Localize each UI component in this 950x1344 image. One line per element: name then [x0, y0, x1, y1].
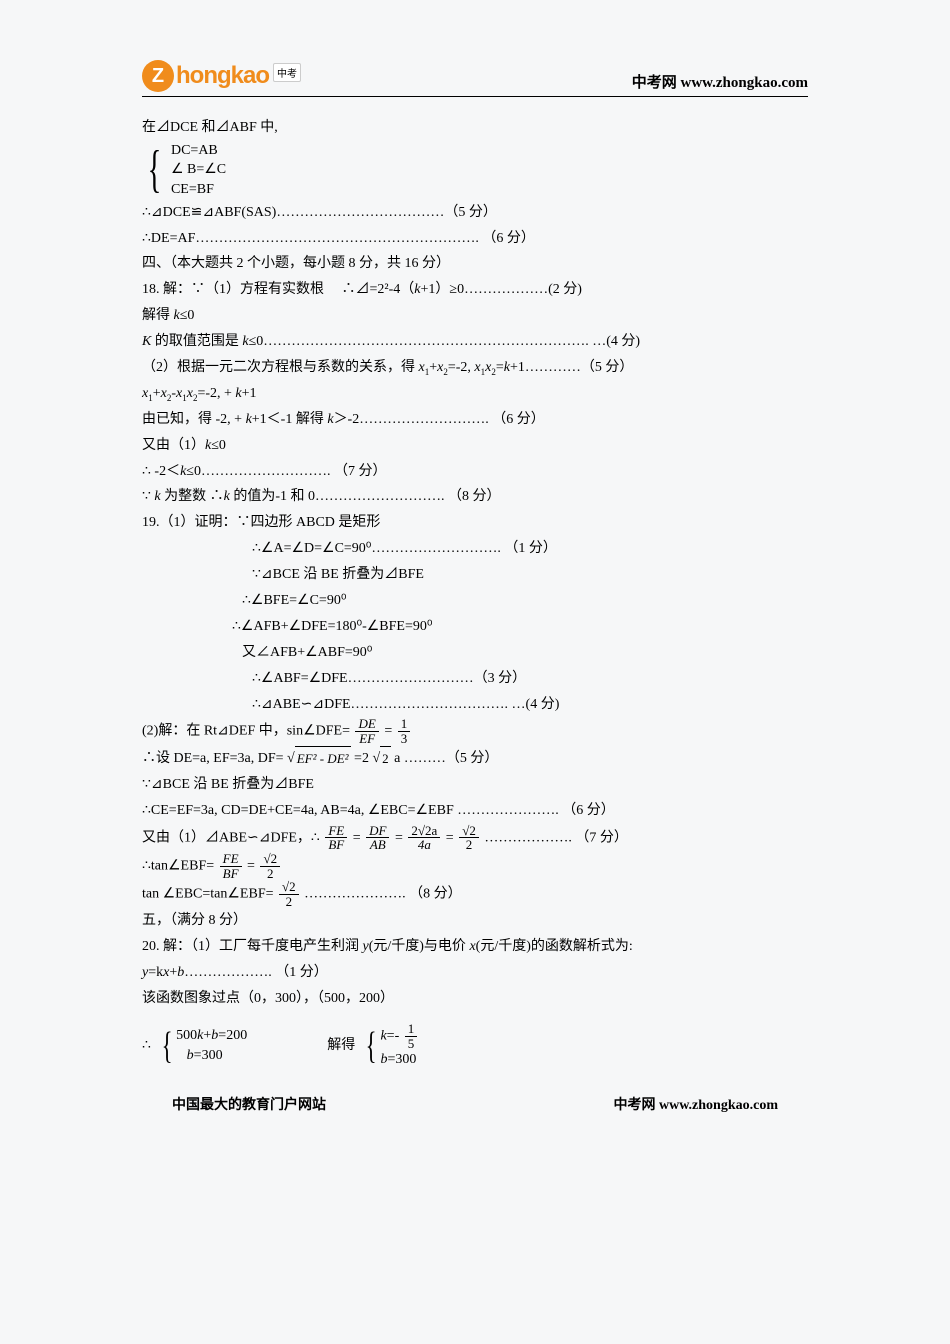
line: tan ∠EBC=tan∠EBF= √22 …………………. （8 分）	[142, 880, 808, 908]
fraction: 15	[405, 1022, 418, 1050]
fraction: √22	[279, 880, 299, 908]
line: 四、（本大题共 2 个小题，每小题 8 分，共 16 分）	[142, 251, 808, 277]
line: ∴∠BFE=∠C=90⁰	[142, 588, 808, 614]
line: 又∠AFB+∠ABF=90⁰	[142, 640, 808, 666]
line: 五，（满分 8 分）	[142, 908, 808, 934]
line: x1+x2-x1x2=-2, + k+1	[142, 381, 808, 407]
logo-badge: 中考	[273, 63, 301, 82]
fraction: FEBF	[220, 852, 242, 880]
document-page: Z hongkao 中考 中考网 www.zhongkao.com 在⊿DCE …	[0, 0, 950, 1344]
document-body: 在⊿DCE 和⊿ABF 中, { DC=AB ∠ B=∠C CE=BF ∴⊿DC…	[142, 115, 808, 1070]
brace-item: ∠ B=∠C	[171, 160, 226, 180]
fraction: 2√2a4a	[408, 824, 440, 852]
line: ∴∠A=∠D=∠C=90⁰………………………. （1 分）	[142, 536, 808, 562]
line: ∴⊿DCE≌⊿ABF(SAS)………………………………（5 分）	[142, 200, 808, 226]
left-brace-icon: {	[148, 144, 162, 196]
brace-system-1: { DC=AB ∠ B=∠C CE=BF	[142, 141, 808, 200]
line: 19.（1）证明：∵四边形 ABCD 是矩形	[142, 510, 808, 536]
line: ∴⊿ABE∽⊿DFE……………………………. …(4 分)	[142, 692, 808, 718]
eq-line: b=300	[176, 1046, 247, 1066]
page-footer: 中国最大的教育门户网站 中考网 www.zhongkao.com	[142, 1094, 808, 1114]
line: （2）根据一元二次方程根与系数的关系，得 x1+x2=-2, x1x2=k+1……	[142, 355, 808, 381]
line: ∴∠ABF=∠DFE………………………（3 分）	[142, 666, 808, 692]
line: 20. 解：（1）工厂每千度电产生利润 y(元/千度)与电价 x(元/千度)的函…	[142, 934, 808, 960]
eq-line: 500k+b=200	[176, 1026, 247, 1046]
line: y=kx+b………………. （1 分）	[142, 960, 808, 986]
fraction: FEBF	[325, 824, 347, 852]
line: ∴ -2＜k≤0………………………. （7 分）	[142, 459, 808, 485]
left-brace-icon: {	[366, 1027, 377, 1065]
sqrt: √EF² - DE²	[287, 746, 351, 772]
line: ∴tan∠EBF= FEBF = √22	[142, 852, 808, 880]
fraction: √22	[459, 824, 479, 852]
equation-system-row: ∴ { 500k+b=200 b=300 解得 { k=-	[142, 1022, 808, 1070]
fraction: DFAB	[366, 824, 389, 852]
line: ∵ k 为整数 ∴k 的值为-1 和 0………………………. （8 分）	[142, 484, 808, 510]
line: (2)解：在 Rt⊿DEF 中，sin∠DFE= DE EF = 1 3	[142, 717, 808, 745]
line: ∵⊿BCE 沿 BE 折叠为⊿BFE	[142, 562, 808, 588]
line: K 的取值范围是 k≤0……………………………………………………………. …(4…	[142, 329, 808, 355]
solve-label: 解得	[327, 1033, 355, 1059]
logo: Z hongkao 中考	[142, 60, 301, 92]
sqrt: √2	[372, 746, 390, 772]
therefore-symbol: ∴	[142, 1033, 151, 1059]
page-header: Z hongkao 中考 中考网 www.zhongkao.com	[142, 60, 808, 97]
line: ∴CE=EF=3a, CD=DE+CE=4a, AB=4a, ∠EBC=∠EBF…	[142, 798, 808, 824]
line: 18. 解：∵（1）方程有实数根 ∴⊿=2²-4（k+1）≥0………………(2 …	[142, 277, 808, 303]
line: ∵⊿BCE 沿 BE 折叠为⊿BFE	[142, 772, 808, 798]
line: 解得 k≤0	[142, 303, 808, 329]
footer-right: 中考网 www.zhongkao.com	[613, 1094, 778, 1114]
logo-text: hongkao	[176, 62, 269, 90]
eq-line: b=300	[380, 1050, 419, 1070]
footer-left: 中国最大的教育门户网站	[172, 1094, 326, 1114]
logo-icon: Z	[142, 60, 174, 92]
line: 又由（1）k≤0	[142, 433, 808, 459]
line: 由已知，得 -2, + k+1＜-1 解得 k＞-2………………………. （6 …	[142, 407, 808, 433]
header-site-label: 中考网 www.zhongkao.com	[632, 71, 808, 92]
line: 又由（1）⊿ABE∽⊿DFE，∴ FEBF = DFAB = 2√2a4a = …	[142, 824, 808, 852]
line: 该函数图象过点（0，300），（500，200）	[142, 986, 808, 1012]
line: ∴∠AFB+∠DFE=180⁰-∠BFE=90⁰	[142, 614, 808, 640]
fraction: √22	[260, 852, 280, 880]
brace-item: CE=BF	[171, 180, 226, 200]
line: ∴DE=AF……………………………………………………. （6 分）	[142, 226, 808, 252]
left-brace-icon: {	[162, 1027, 173, 1065]
line: 在⊿DCE 和⊿ABF 中,	[142, 115, 808, 141]
fraction: DE EF	[355, 717, 378, 745]
eq-line: k=- 15	[380, 1022, 419, 1050]
fraction: 1 3	[398, 717, 411, 745]
brace-item: DC=AB	[171, 141, 226, 161]
line: ∴设 DE=a, EF=3a, DF= √EF² - DE² =2 √2 a ……	[142, 746, 808, 772]
